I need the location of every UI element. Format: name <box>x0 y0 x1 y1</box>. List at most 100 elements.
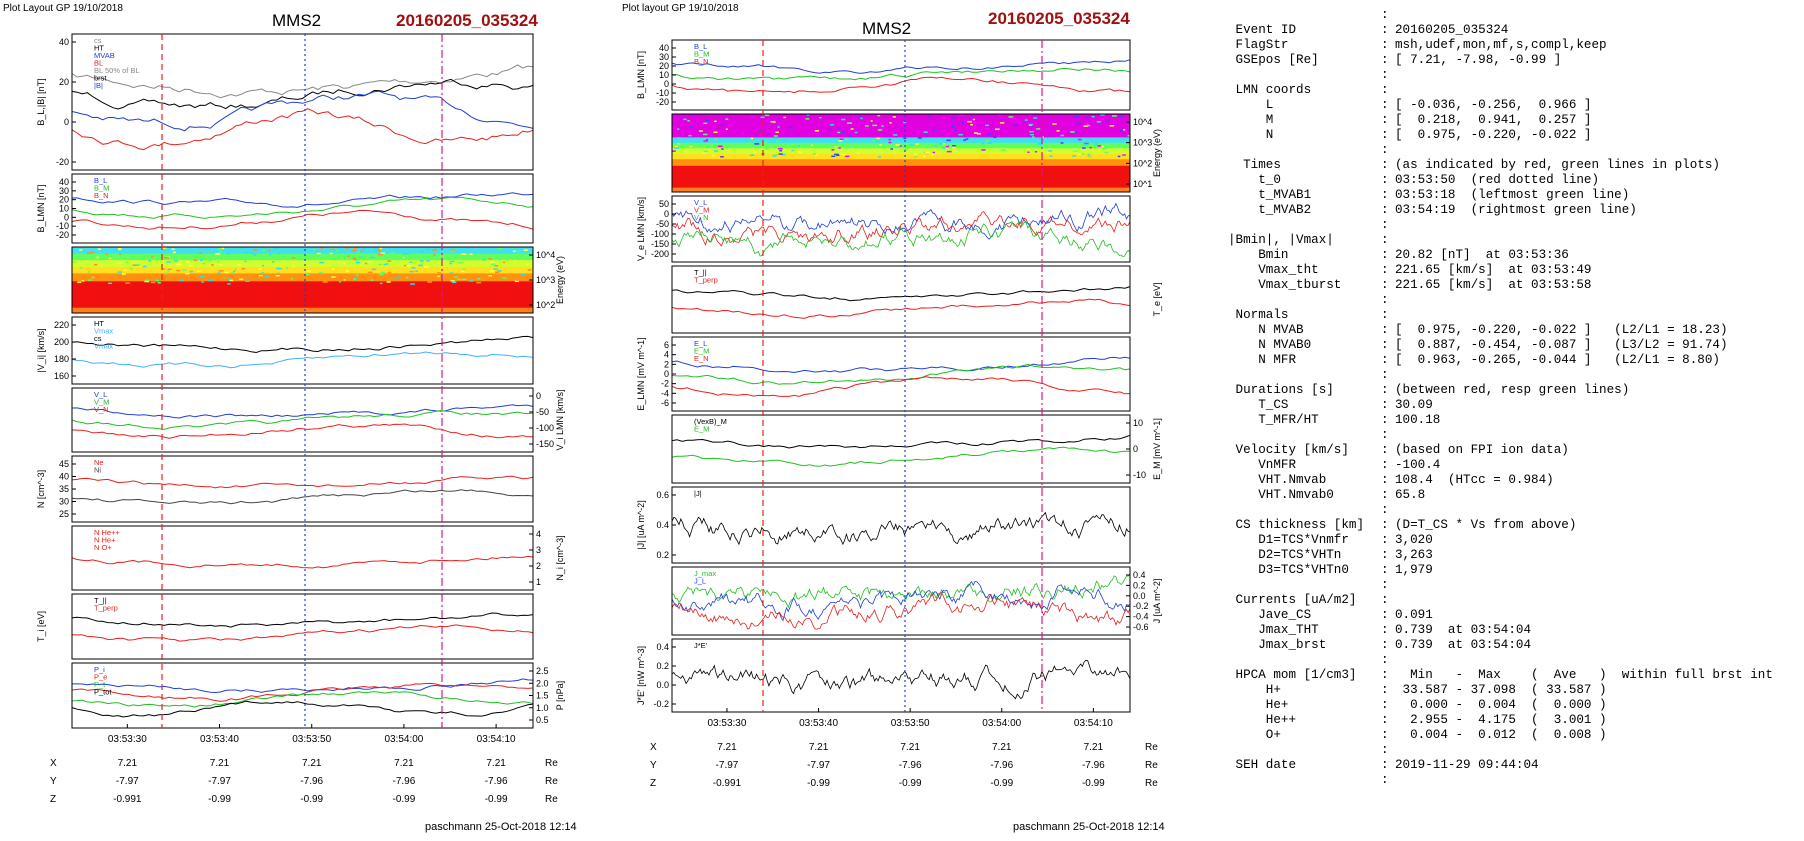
spectrogram-speck <box>488 258 492 260</box>
legend-entry: P_t <box>94 680 106 689</box>
spectrogram-speck <box>497 270 502 272</box>
spectrogram-speck <box>777 126 780 128</box>
spectrogram-speck <box>1081 153 1085 155</box>
info-colon: : <box>1381 758 1389 772</box>
spectrogram-speck <box>924 151 930 154</box>
spectrogram-speck <box>893 134 898 136</box>
spectrogram-speck <box>958 114 964 116</box>
spectrogram-speck <box>706 138 709 141</box>
info-row: : <box>1228 218 1798 233</box>
spectrogram-speck <box>427 281 432 283</box>
info-key: L <box>1228 98 1274 112</box>
spectrogram-speck <box>791 149 794 152</box>
spectrogram-speck <box>963 139 966 141</box>
spectrogram-speck <box>449 260 455 263</box>
ephemeris-unit: Re <box>1145 760 1158 771</box>
spectrogram-speck <box>498 247 503 250</box>
spectrogram-speck <box>239 247 244 249</box>
info-row: : <box>1228 143 1798 158</box>
y-tick-label: 0 <box>664 209 669 219</box>
y-tick-label: 2.5 <box>536 666 549 676</box>
info-key: t_MVAB1 <box>1228 188 1312 202</box>
info-key <box>1228 293 1381 308</box>
spectrogram-speck <box>864 127 870 130</box>
y-tick-label: 40 <box>659 43 669 53</box>
spectrogram-speck <box>840 131 845 134</box>
info-row: : <box>1228 743 1798 758</box>
spectrogram-speck <box>409 261 413 264</box>
ephemeris-label: Y <box>650 760 657 771</box>
legend-entry: V_N <box>94 405 109 414</box>
legend-entry: P_tot <box>94 688 112 697</box>
spectrogram-speck <box>728 124 733 126</box>
spectrogram-speck <box>1000 149 1006 151</box>
spectrogram-speck <box>714 138 718 140</box>
legend-entry: N He++ <box>94 528 120 537</box>
legend-entry: BL <box>94 59 103 68</box>
spectrogram-speck <box>914 153 918 155</box>
spectrogram-speck <box>753 151 757 153</box>
spectrogram-speck <box>523 249 529 251</box>
spectrogram-speck <box>135 264 140 266</box>
spectrogram-speck <box>1008 116 1014 118</box>
spectrogram-speck <box>410 283 416 285</box>
spectrogram-speck <box>330 247 334 249</box>
panel-5: (VexB)_ME_M 10 0 -10 E_M [mV m^-1] <box>671 414 1162 484</box>
x-tick-label: 03:53:40 <box>799 718 838 729</box>
series-line <box>71 90 534 132</box>
spectrogram-speck <box>433 254 436 256</box>
info-value: 03:54:19 (rightmost green line) <box>1395 203 1637 217</box>
spectrogram-speck <box>402 256 405 259</box>
y-tick-label: 20 <box>59 195 69 205</box>
spectrogram-speck <box>276 267 281 270</box>
series-line <box>671 298 1131 319</box>
spectrogram-speck <box>164 256 169 259</box>
spectrogram-speck <box>878 127 884 130</box>
spectrogram-speck <box>172 251 176 254</box>
ephemeris-value: 7.21 <box>809 742 829 753</box>
spectrogram-speck <box>922 155 926 158</box>
spectrogram-speck <box>1028 123 1034 126</box>
x-tick-label: 03:54:10 <box>477 734 516 745</box>
info-value: 100.18 <box>1395 413 1441 427</box>
legend-entry: BL 50% of BL <box>94 66 140 75</box>
spectrogram-speck <box>125 282 131 284</box>
ephemeris-value: -0.99 <box>1082 778 1105 789</box>
spectrogram-speck <box>151 255 154 258</box>
spectrogram-speck <box>874 140 879 142</box>
info-colon: : <box>1381 158 1389 172</box>
spectrogram-speck <box>228 278 231 280</box>
y-tick-label: 2 <box>664 359 669 369</box>
spectrogram-speck <box>744 139 748 141</box>
spectrogram-speck <box>725 128 728 130</box>
legend-entry: Ne <box>94 458 104 467</box>
y-tick-label: 2 <box>536 561 541 571</box>
info-colon: : <box>1381 413 1389 427</box>
spectrogram-speck <box>864 125 869 127</box>
right-event-id: 20160205_035324 <box>988 9 1130 28</box>
y-tick-label: 30 <box>59 186 69 196</box>
info-colon: : <box>1381 653 1389 667</box>
spectrogram-speck <box>325 276 329 278</box>
spectrogram-speck <box>915 143 920 145</box>
spectrogram-speck <box>460 270 465 272</box>
spectrogram-speck <box>237 264 241 266</box>
spectrogram-speck <box>179 279 184 282</box>
ephemeris-unit: Re <box>545 794 558 805</box>
spectrogram-speck <box>426 260 430 262</box>
spectrogram-speck <box>352 258 357 261</box>
info-row: N MFR: [ 0.963, -0.265, -0.044 ] (L2/L1 =… <box>1228 353 1798 368</box>
info-value <box>1395 83 1798 98</box>
spectrogram-speck <box>502 261 506 264</box>
spectrogram-speck <box>193 259 198 262</box>
spectrogram-speck <box>942 147 946 149</box>
info-colon: : <box>1381 398 1389 412</box>
y-axis-label: P [nPa] <box>555 681 565 710</box>
spectrogram-speck <box>514 260 517 262</box>
y-tick-label: 0.5 <box>536 715 549 725</box>
info-row: Vmax_tht:221.65 [km/s] at 03:53:49 <box>1228 263 1798 278</box>
ephemeris-label: Z <box>50 794 56 805</box>
info-value: 3,020 <box>1395 533 1433 547</box>
spectrogram-speck <box>329 252 333 255</box>
spectrogram-speck <box>951 129 954 132</box>
